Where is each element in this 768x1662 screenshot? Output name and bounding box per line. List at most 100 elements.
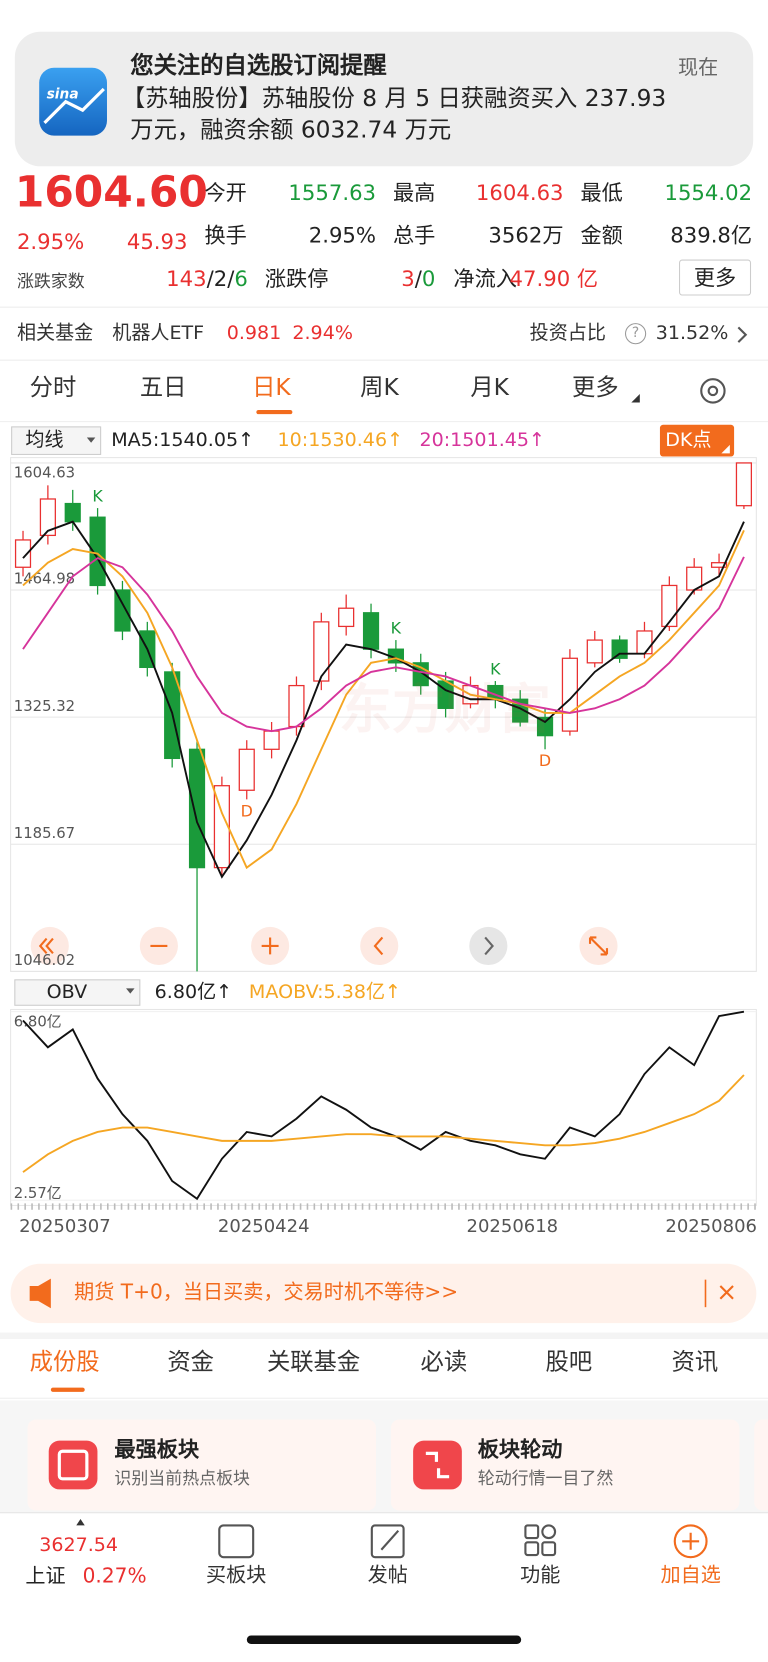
notification-body: 【苏轴股份】苏轴股份 8 月 5 日获融资买入 237.93 — [121, 85, 667, 113]
tab[interactable]: 股吧 — [545, 1349, 593, 1377]
x-tick-label: 20250806 — [665, 1216, 757, 1237]
card-title: 板块轮动 — [477, 1436, 563, 1462]
up-count: 143 — [166, 265, 207, 292]
nav-icon[interactable] — [524, 1524, 557, 1557]
notification-time: 现在 — [677, 56, 719, 80]
app-icon — [39, 67, 107, 136]
ma-line — [22, 556, 745, 733]
candle-body — [636, 630, 653, 655]
label: 涨跌家数 — [16, 271, 85, 292]
card-title: 最强板块 — [114, 1436, 200, 1462]
obv-selector[interactable] — [14, 979, 141, 1006]
dk-button[interactable] — [659, 424, 735, 457]
tab[interactable]: 资金 — [167, 1349, 214, 1377]
fund-pct: 2.94% — [292, 322, 353, 345]
nav-label[interactable]: 买板块 — [206, 1563, 267, 1587]
value: 1604.63 — [475, 180, 564, 206]
card-bg[interactable] — [754, 1419, 768, 1511]
card-icon — [48, 1440, 98, 1490]
fund-name[interactable]: 机器人ETF — [112, 322, 205, 345]
nav-icon[interactable] — [218, 1524, 255, 1559]
index-name[interactable]: 上证 — [25, 1564, 66, 1588]
obv-line — [22, 1010, 745, 1201]
y-tick-label: 2.57亿 — [14, 1185, 62, 1202]
candle-body — [238, 748, 255, 791]
label: 金额 — [580, 222, 623, 248]
x-tick-label: 20250618 — [467, 1216, 559, 1237]
label: 今开 — [204, 180, 247, 206]
ad-close[interactable] — [719, 1285, 734, 1300]
card-bg[interactable] — [27, 1419, 377, 1511]
ma10-legend: 10:1530.46↑ — [277, 429, 404, 452]
ma-selector-label[interactable]: 均线 — [25, 429, 64, 452]
more-button[interactable]: 更多 — [679, 259, 752, 296]
ma20-legend: 20:1501.45↑ — [419, 429, 546, 452]
y-tick-label: 1464.98 — [14, 571, 75, 588]
label: 换手 — [204, 222, 247, 248]
ma-selector[interactable] — [11, 426, 102, 455]
chevron[interactable] — [736, 325, 749, 344]
tab[interactable]: 资讯 — [671, 1349, 719, 1377]
tab[interactable]: 成份股 — [29, 1349, 100, 1377]
marker: D — [241, 801, 253, 820]
tab[interactable]: 月K — [470, 374, 509, 402]
candle-body — [536, 716, 554, 737]
scroll-left-fast[interactable] — [30, 926, 69, 966]
tab[interactable]: 日K — [252, 374, 291, 402]
change-pct: 2.95% — [16, 228, 85, 255]
tab[interactable]: 更多 — [572, 374, 619, 402]
candle-body — [735, 462, 753, 507]
tab[interactable]: 五日 — [139, 374, 187, 402]
candle-body — [263, 730, 280, 750]
candle-body — [313, 621, 330, 682]
sep: / — [414, 265, 422, 292]
nav-label[interactable]: 发帖 — [367, 1563, 408, 1587]
step-right[interactable] — [469, 926, 508, 966]
candle-body — [611, 639, 628, 659]
value: 3562万 — [488, 222, 564, 248]
tab[interactable]: 关联基金 — [266, 1349, 361, 1377]
sep: / — [206, 265, 214, 292]
tab[interactable]: 周K — [360, 374, 399, 402]
sep: / — [227, 265, 235, 292]
icon — [261, 937, 279, 955]
index-pct[interactable]: 0.27% — [82, 1564, 147, 1588]
icon — [57, 1449, 89, 1481]
megaphone — [29, 1278, 51, 1309]
icon — [484, 936, 494, 956]
marker: K — [490, 660, 501, 679]
limit-up: 3 — [401, 265, 415, 292]
nav-icon[interactable] — [673, 1524, 708, 1559]
label: 总手 — [393, 222, 436, 248]
index-value[interactable]: 3627.54 — [39, 1533, 119, 1557]
y-tick-label: 1604.63 — [14, 465, 75, 482]
nav-label[interactable]: 加自选 — [660, 1563, 721, 1587]
x-tick-label: 20250424 — [218, 1216, 310, 1237]
dropdown — [126, 988, 135, 994]
dropdown — [86, 437, 96, 443]
value: 1557.63 — [288, 180, 377, 206]
card-subtitle: 识别当前热点板块 — [114, 1468, 251, 1489]
settings-icon[interactable] — [700, 378, 726, 404]
help[interactable]: ? — [624, 323, 647, 345]
dk-label[interactable]: DK点 — [665, 429, 712, 452]
icon — [425, 1451, 450, 1479]
icon-line — [43, 87, 105, 125]
icon-label: sina — [46, 86, 79, 103]
ad-bg[interactable] — [10, 1263, 757, 1324]
icon — [737, 326, 748, 343]
nav-icon[interactable] — [370, 1524, 405, 1559]
icon — [541, 1524, 557, 1540]
tab[interactable]: 必读 — [420, 1349, 468, 1377]
icon — [541, 1541, 557, 1557]
change: 45.93 — [126, 228, 188, 255]
fund-label: 相关基金 — [16, 322, 94, 345]
step-left[interactable] — [360, 926, 399, 966]
card-bg[interactable] — [390, 1419, 740, 1511]
breadth: 143/2/6 — [166, 266, 248, 291]
nav-label[interactable]: 功能 — [520, 1563, 561, 1587]
ad-text[interactable]: 期货 T+0，当日买卖，交易时机不等待>> — [74, 1280, 459, 1304]
tab[interactable]: 分时 — [29, 374, 77, 402]
obv-selector-label[interactable]: OBV — [46, 980, 88, 1004]
